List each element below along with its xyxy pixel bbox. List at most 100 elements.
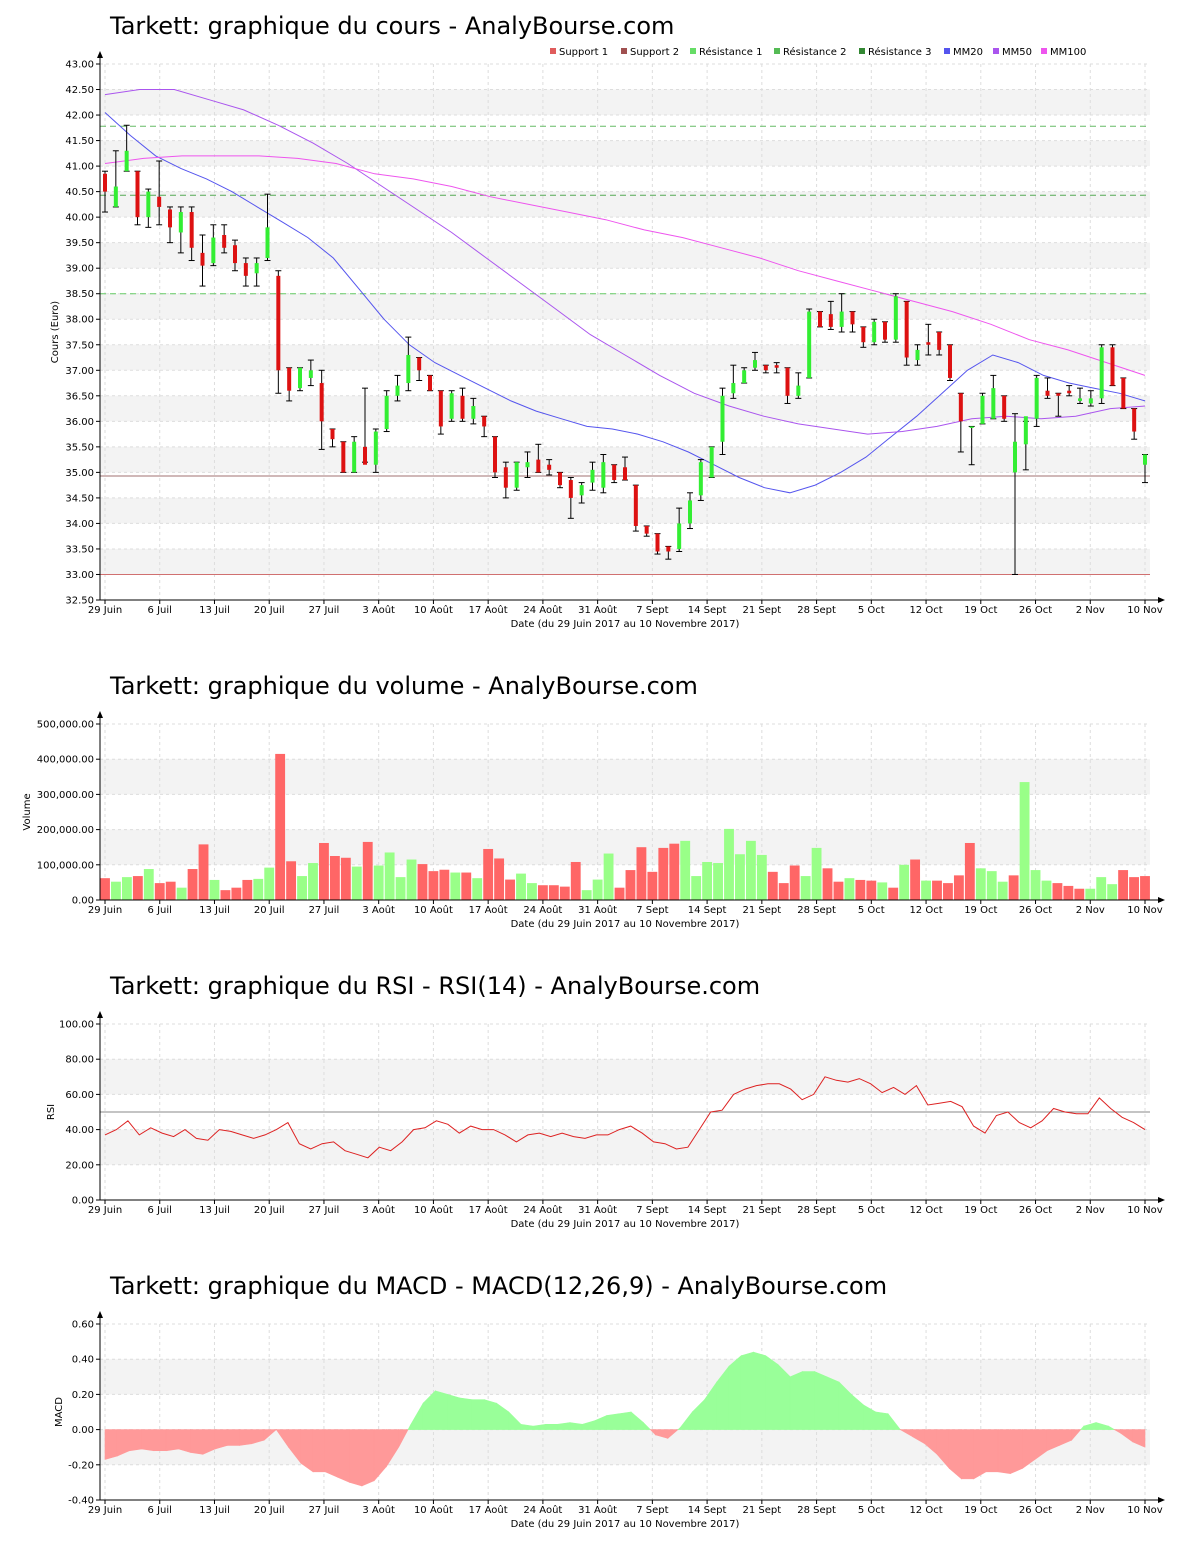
volume-bar [548, 885, 559, 900]
macd-area-segment [141, 1429, 155, 1452]
macd-y-tick-label: 0.60 [72, 1320, 94, 1331]
legend-swatch-résistance-1 [690, 48, 696, 54]
rsi-y-tick-label: 20.00 [65, 1160, 94, 1171]
legend-label: Résistance 2 [783, 46, 846, 58]
price-x-tick-label: 14 Sept [688, 605, 727, 616]
price-y-axis-arrow [97, 51, 103, 58]
volume-bar [472, 878, 483, 900]
price-candle-body [612, 464, 617, 481]
price-grid-band [100, 89, 1150, 116]
macd-area-segment [643, 1421, 652, 1430]
macd-area-segment [435, 1390, 448, 1430]
volume-x-tick-label: 5 Oct [858, 905, 885, 916]
macd-x-tick-label: 27 Juil [309, 1505, 340, 1516]
price-candle-body [460, 395, 465, 419]
price-candle-body [861, 326, 866, 343]
volume-bar [855, 879, 866, 900]
price-x-tick-label: 26 Oct [1019, 605, 1052, 616]
volume-chart: Tarkett: graphique du volume - AnalyBour… [22, 672, 1165, 930]
price-candle-body [536, 459, 541, 473]
macd-y-tick-label: -0.20 [68, 1460, 94, 1471]
volume-bar [559, 886, 570, 900]
volume-bar [953, 875, 964, 900]
price-candle-body [818, 311, 822, 327]
volume-bar [570, 861, 581, 900]
price-x-tick-label: 27 Juil [309, 605, 340, 616]
price-candle-body [731, 383, 736, 394]
volume-bar [384, 852, 395, 900]
macd-area-segment [557, 1422, 571, 1430]
rsi-x-tick-label: 3 Août [362, 1204, 395, 1216]
macd-x-tick-label: 28 Sept [797, 1505, 836, 1516]
macd-area-segment [961, 1429, 975, 1480]
price-candle-body [850, 311, 855, 325]
price-x-axis-arrow [1158, 597, 1165, 603]
volume-bar [121, 877, 132, 900]
price-x-tick-label: 10 Août [414, 604, 453, 616]
macd-area-segment [349, 1429, 363, 1487]
macd-area-segment [887, 1412, 901, 1430]
macd-area-segment [973, 1429, 987, 1480]
price-candle-body [807, 311, 812, 378]
price-candle-body [233, 245, 237, 264]
rsi-x-axis-label: Date (du 29 Juin 2017 au 10 Novembre 201… [511, 1219, 740, 1230]
volume-bar [1118, 870, 1129, 900]
price-candle-body [698, 462, 703, 496]
legend-swatch-mm100 [1041, 48, 1047, 54]
price-candle-body [417, 357, 422, 371]
price-candle-body [720, 395, 725, 442]
price-y-tick-label: 43.00 [65, 60, 94, 71]
rsi-x-tick-label: 12 Oct [909, 1205, 942, 1216]
price-candle-body [438, 390, 443, 427]
price-y-tick-label: 33.00 [65, 570, 94, 581]
rsi-y-tick-label: 80.00 [65, 1055, 94, 1066]
volume-bar [724, 828, 734, 900]
macd-area-segment [569, 1422, 583, 1430]
volume-y-tick-label: 400,000.00 [37, 755, 94, 766]
price-candle-body [298, 367, 302, 389]
price-x-tick-label: 19 Oct [964, 605, 997, 616]
volume-x-tick-label: 2 Nov [1076, 905, 1105, 916]
price-candle-body [157, 196, 162, 207]
price-candle-body [1023, 416, 1028, 445]
price-candle-body [406, 354, 411, 384]
macd-area-segment [214, 1429, 228, 1450]
price-candle-body [287, 367, 292, 391]
volume-x-tick-label: 21 Sept [743, 905, 782, 916]
price-candle-body [839, 311, 844, 327]
volume-bar [811, 847, 822, 900]
volume-x-tick-label: 29 Juin [88, 905, 122, 916]
volume-x-tick-label: 10 Août [414, 904, 453, 916]
volume-bar [778, 883, 789, 900]
volume-x-tick-label: 20 Juil [254, 905, 285, 916]
price-candle-body [265, 227, 270, 258]
price-candle-body [1013, 441, 1017, 473]
rsi-x-tick-label: 7 Sept [636, 1205, 668, 1216]
macd-area-segment [312, 1429, 326, 1473]
volume-bar [1096, 877, 1107, 900]
volume-y-tick-label: 100,000.00 [37, 860, 94, 871]
rsi-y-tick-label: 100.00 [59, 1020, 94, 1031]
volume-x-tick-label: 10 Nov [1127, 905, 1163, 916]
macd-area-segment [765, 1355, 779, 1430]
volume-x-tick-label: 3 Août [362, 904, 395, 916]
rsi-y-tick-label: 60.00 [65, 1090, 94, 1101]
price-x-tick-label: 10 Nov [1127, 605, 1163, 616]
volume-x-axis-arrow [1158, 897, 1165, 903]
macd-area-segment [422, 1390, 436, 1430]
volume-bar [756, 854, 767, 900]
rsi-x-tick-label: 2 Nov [1076, 1205, 1105, 1216]
volume-bar [319, 842, 329, 900]
price-candle-body [1110, 347, 1115, 386]
price-grid [100, 63, 1150, 601]
price-x-tick-label: 2 Nov [1076, 605, 1105, 616]
macd-area-segment [496, 1402, 510, 1430]
price-y-tick-label: 42.50 [65, 85, 94, 96]
price-candle-body [1078, 398, 1082, 401]
volume-bar [745, 840, 756, 900]
macd-area-segment [948, 1429, 962, 1480]
price-x-tick-label: 21 Sept [743, 605, 782, 616]
macd-y-tick-label: 0.00 [72, 1425, 94, 1436]
volume-bar [143, 869, 154, 900]
